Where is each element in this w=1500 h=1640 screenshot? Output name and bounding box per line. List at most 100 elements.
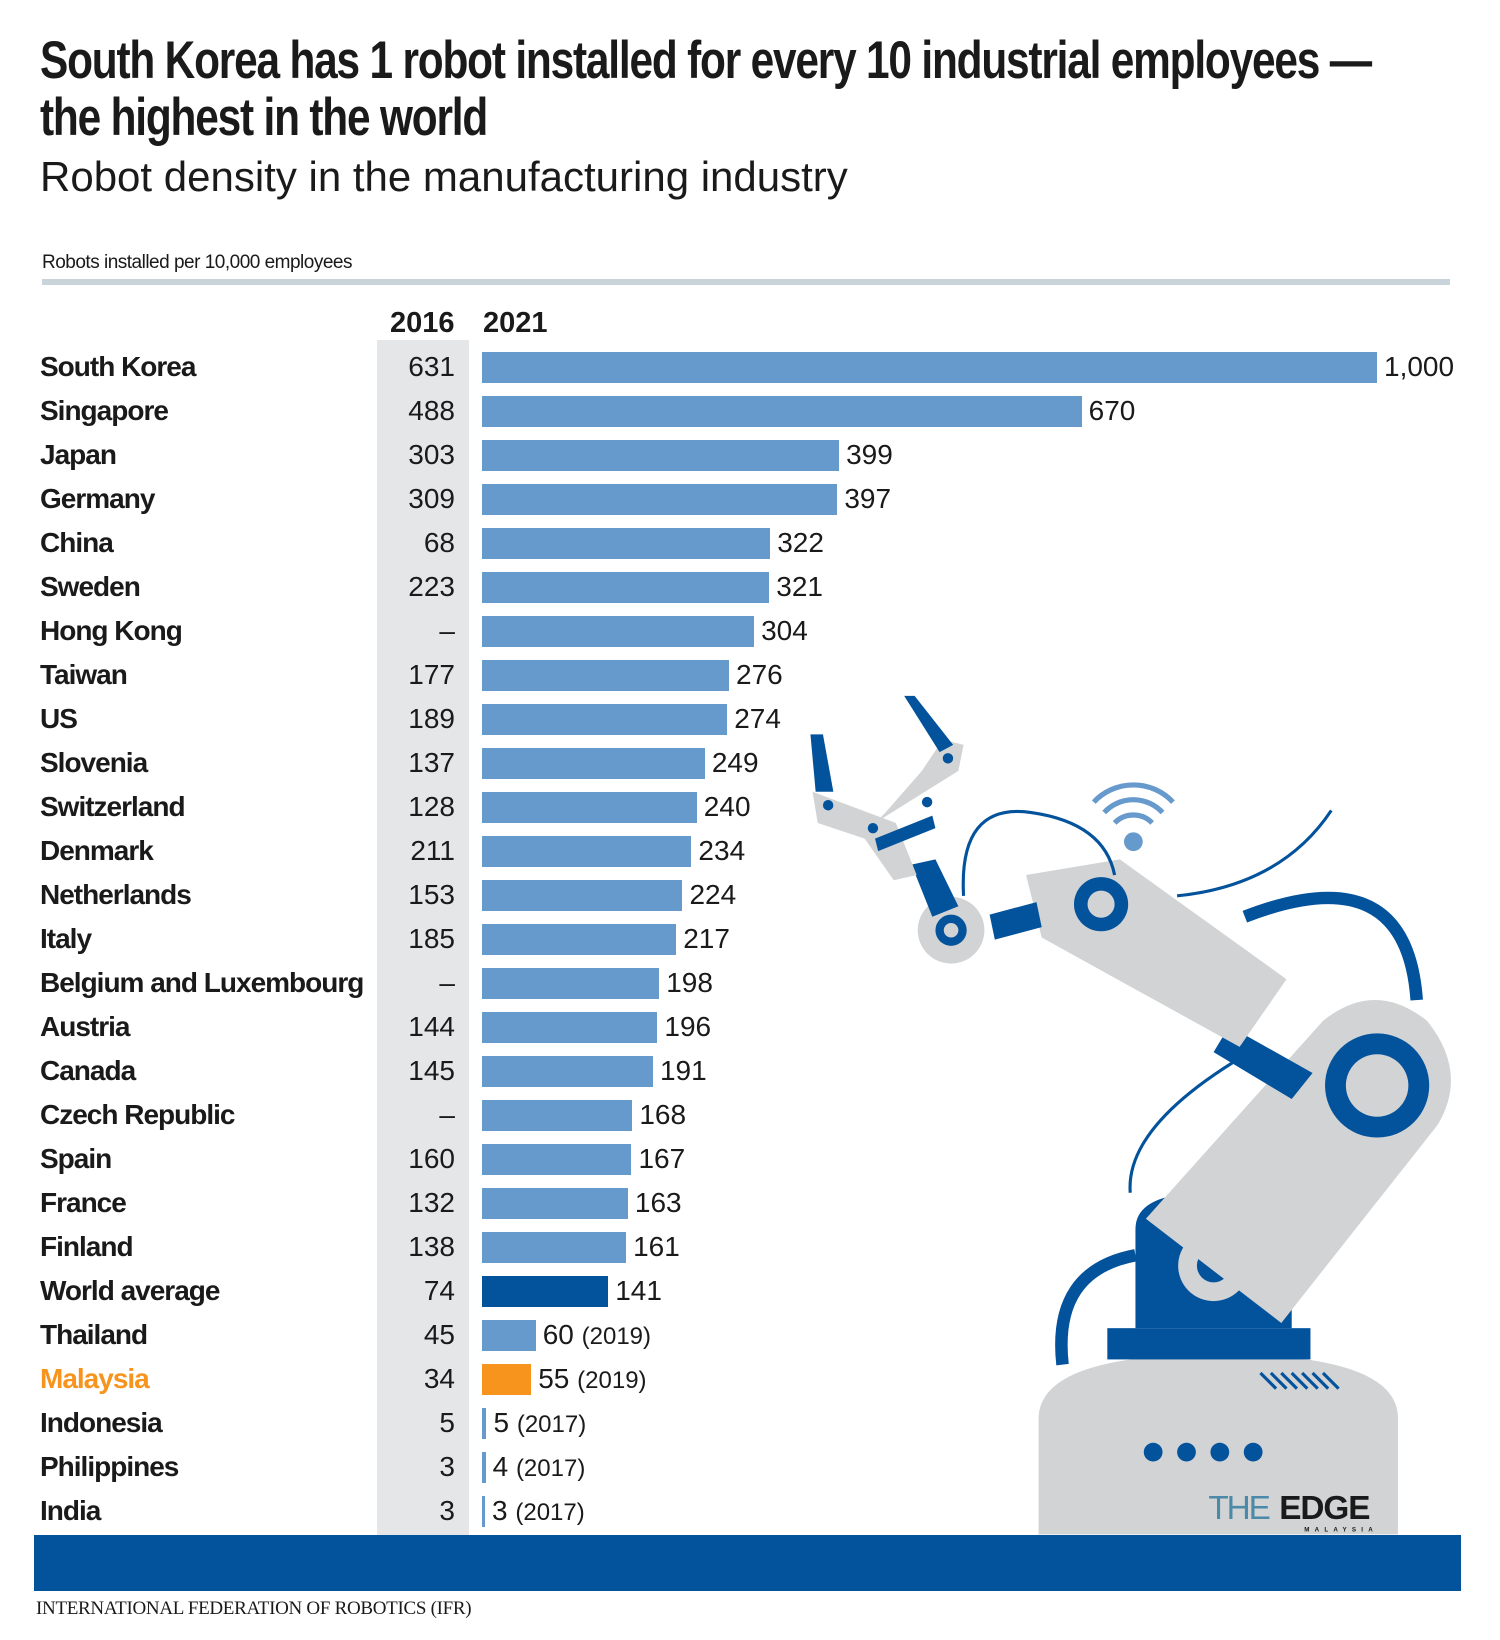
logo-malaysia: MALAYSIA bbox=[1304, 1526, 1378, 1533]
value-label-2021: 670 bbox=[1089, 389, 1136, 433]
bar-2021 bbox=[482, 1276, 609, 1307]
bar-2021 bbox=[482, 1496, 485, 1527]
value-2016: 177 bbox=[408, 659, 455, 690]
value-label-2021: 141 bbox=[615, 1269, 662, 1313]
country-label: Malaysia bbox=[40, 1363, 150, 1394]
value-2021: 55 bbox=[538, 1363, 570, 1394]
value-2021: 168 bbox=[639, 1099, 687, 1130]
value-label-2021: 397 bbox=[844, 477, 891, 521]
value-2016: – bbox=[439, 1099, 455, 1130]
value-2016: 145 bbox=[408, 1055, 455, 1086]
value-label-2021: 249 bbox=[712, 741, 759, 785]
country-label: Indonesia bbox=[40, 1407, 163, 1438]
value-2016: 74 bbox=[423, 1275, 455, 1306]
value-2021: 196 bbox=[664, 1011, 712, 1042]
value-2016: 3 bbox=[439, 1495, 455, 1526]
value-2021: 191 bbox=[659, 1055, 707, 1086]
value-2021: 224 bbox=[689, 879, 737, 910]
value-label-2021: 234 bbox=[698, 829, 745, 873]
value-2016: 185 bbox=[408, 923, 455, 954]
value-label-2021: 55 (2019) bbox=[538, 1357, 646, 1401]
value-2021: 399 bbox=[846, 439, 893, 470]
value-2016: 34 bbox=[423, 1363, 455, 1394]
value-2016: 160 bbox=[408, 1143, 455, 1174]
year-note: (2019) bbox=[577, 1367, 647, 1394]
subtitle: Robot density in the manufacturing indus… bbox=[40, 153, 848, 200]
value-label-2021: 191 bbox=[660, 1049, 707, 1093]
column-header-2016: 2016 bbox=[390, 307, 455, 339]
bar-2021 bbox=[482, 1364, 532, 1395]
value-label-2021: 321 bbox=[776, 565, 823, 609]
bar-2021 bbox=[482, 660, 730, 691]
value-2021: 4 bbox=[492, 1451, 509, 1482]
value-label-2021: 5 (2017) bbox=[493, 1401, 586, 1445]
bar-2021 bbox=[482, 880, 683, 911]
value-2021: 217 bbox=[683, 923, 730, 954]
bar-2021 bbox=[482, 924, 677, 955]
value-label-2021: 274 bbox=[734, 697, 781, 741]
bar-2021 bbox=[482, 572, 770, 603]
value-2016: 189 bbox=[408, 703, 455, 734]
bar-2021 bbox=[482, 528, 771, 559]
value-2016: 631 bbox=[408, 351, 455, 382]
year-note: (2017) bbox=[515, 1499, 585, 1526]
country-label: Taiwan bbox=[40, 659, 128, 690]
value-2016: 68 bbox=[423, 527, 455, 558]
value-2016: 138 bbox=[408, 1231, 455, 1262]
value-label-2021: 322 bbox=[777, 521, 824, 565]
value-label-2021: 217 bbox=[683, 917, 730, 961]
value-label-2021: 304 bbox=[761, 609, 808, 653]
country-label: US bbox=[40, 703, 78, 734]
value-label-2021: 161 bbox=[633, 1225, 680, 1269]
value-label-2021: 399 bbox=[846, 433, 893, 477]
country-label: South Korea bbox=[40, 351, 196, 382]
value-2016: 309 bbox=[408, 483, 455, 514]
value-2016: 144 bbox=[408, 1011, 455, 1042]
bar-2021 bbox=[482, 968, 660, 999]
bar-2021 bbox=[482, 484, 838, 515]
country-label: Thailand bbox=[40, 1319, 148, 1350]
value-2021: 5 bbox=[493, 1407, 510, 1438]
value-2016: 303 bbox=[408, 439, 455, 470]
value-2021: 321 bbox=[776, 571, 823, 602]
value-label-2021: 276 bbox=[736, 653, 783, 697]
value-label-2021: 168 bbox=[639, 1093, 686, 1137]
column-header-2021: 2021 bbox=[483, 307, 548, 339]
bar-2021 bbox=[482, 440, 840, 471]
value-2021: 249 bbox=[711, 747, 759, 778]
year-note: (2019) bbox=[581, 1323, 651, 1350]
value-2021: 670 bbox=[1088, 395, 1136, 426]
country-label: Finland bbox=[40, 1231, 134, 1262]
value-2016: 488 bbox=[408, 395, 455, 426]
bar-2021 bbox=[482, 1012, 658, 1043]
bar-2021 bbox=[482, 1408, 487, 1439]
bar-2021 bbox=[482, 1452, 486, 1483]
value-2021: 141 bbox=[615, 1275, 662, 1306]
country-label: India bbox=[40, 1495, 101, 1526]
value-2021: 167 bbox=[638, 1143, 686, 1174]
country-label: Italy bbox=[40, 923, 92, 954]
value-2016: 137 bbox=[408, 747, 455, 778]
unit-label: Robots installed per 10,000 employees bbox=[42, 252, 352, 273]
bar-2021 bbox=[482, 1056, 653, 1087]
value-2021: 322 bbox=[777, 527, 824, 558]
value-2016: 3 bbox=[439, 1451, 455, 1482]
bar-2021 bbox=[482, 836, 692, 867]
logo-edge: EDGE bbox=[1279, 1490, 1369, 1527]
value-2021: 304 bbox=[761, 615, 808, 646]
value-label-2021: 240 bbox=[704, 785, 751, 829]
value-2021: 3 bbox=[492, 1495, 508, 1526]
bar-2021 bbox=[482, 616, 755, 647]
value-label-2021: 198 bbox=[666, 961, 713, 1005]
value-2016: 223 bbox=[408, 571, 455, 602]
value-label-2021: 167 bbox=[638, 1137, 685, 1181]
country-label: World average bbox=[40, 1275, 220, 1306]
value-2021: 240 bbox=[703, 791, 751, 822]
logo-the: THE bbox=[1208, 1490, 1269, 1527]
value-label-2021: 4 (2017) bbox=[493, 1445, 586, 1489]
bar-2021 bbox=[482, 1100, 633, 1131]
value-2021: 1,000 bbox=[1384, 351, 1455, 382]
country-label: Denmark bbox=[40, 835, 154, 866]
